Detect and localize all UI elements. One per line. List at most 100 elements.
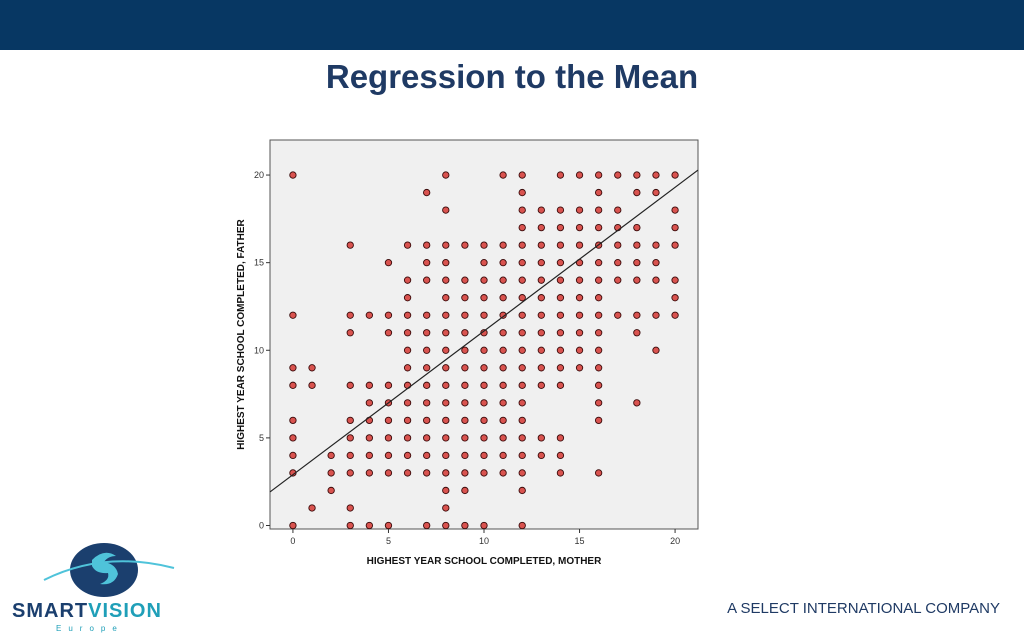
data-point <box>442 276 450 284</box>
data-point <box>652 276 660 284</box>
data-point <box>480 451 488 460</box>
data-point <box>308 381 316 389</box>
data-point <box>556 329 565 337</box>
data-point <box>499 469 507 477</box>
data-point <box>442 171 450 179</box>
data-point <box>518 259 526 267</box>
data-point <box>442 206 450 214</box>
data-point <box>423 416 431 425</box>
data-point <box>518 223 526 232</box>
data-point <box>442 364 450 372</box>
data-point <box>499 259 507 267</box>
data-point <box>633 311 641 319</box>
data-point <box>537 364 545 372</box>
data-point <box>594 259 603 267</box>
data-point <box>518 364 526 372</box>
data-point <box>423 364 431 372</box>
logo-smart-text: SMART <box>12 600 89 622</box>
data-point <box>537 311 545 319</box>
data-point <box>652 311 660 319</box>
data-point <box>499 241 507 249</box>
data-point <box>480 241 488 249</box>
data-point <box>537 259 545 267</box>
data-point <box>346 241 354 249</box>
data-point <box>537 346 545 354</box>
data-point <box>556 451 565 460</box>
data-point <box>537 434 545 442</box>
data-point <box>671 206 679 214</box>
data-point <box>384 416 393 425</box>
data-point <box>518 469 526 477</box>
data-point <box>537 329 545 337</box>
data-point <box>308 364 316 372</box>
x-tick-label: 5 <box>386 536 391 546</box>
data-point <box>518 188 526 197</box>
logo-wordmark: SMARTVISION <box>12 600 162 623</box>
data-point <box>384 311 393 319</box>
data-point <box>442 486 450 495</box>
data-point <box>423 346 431 354</box>
x-tick-label: 0 <box>290 536 295 546</box>
data-point <box>442 399 450 407</box>
data-point <box>556 381 565 389</box>
data-point <box>403 451 412 460</box>
data-point <box>480 521 488 530</box>
data-point <box>289 381 297 389</box>
data-point <box>518 381 526 389</box>
x-tick-label: 15 <box>575 536 585 546</box>
company-tagline: A SELECT INTERNATIONAL COMPANY <box>727 600 1000 617</box>
data-point <box>423 469 431 477</box>
data-point <box>480 276 488 284</box>
data-point <box>614 276 622 284</box>
data-point <box>594 276 603 284</box>
data-point <box>652 188 660 197</box>
data-point <box>671 171 679 179</box>
data-point <box>327 486 335 495</box>
data-point <box>461 381 469 389</box>
data-point <box>289 364 297 372</box>
data-point <box>461 416 469 425</box>
data-point <box>346 469 354 477</box>
data-point <box>671 223 679 232</box>
data-point <box>461 276 469 284</box>
data-point <box>633 223 641 232</box>
data-point <box>403 381 412 389</box>
data-point <box>346 381 354 389</box>
data-point <box>461 451 469 460</box>
data-point <box>499 311 507 319</box>
data-point <box>518 486 526 495</box>
data-point <box>346 504 354 512</box>
data-point <box>289 311 297 319</box>
data-point <box>633 171 641 179</box>
data-point <box>518 451 526 460</box>
y-tick-label: 20 <box>254 170 264 180</box>
data-point <box>442 346 450 354</box>
data-point <box>499 451 507 460</box>
data-point <box>614 311 622 319</box>
data-point <box>365 381 374 389</box>
data-point <box>594 311 603 319</box>
data-point <box>594 188 603 197</box>
data-point <box>442 241 450 249</box>
data-point <box>423 276 431 284</box>
data-point <box>499 399 507 407</box>
data-point <box>499 329 507 337</box>
data-point <box>461 434 469 442</box>
data-point <box>575 171 584 179</box>
data-point <box>594 329 603 337</box>
data-point <box>480 294 488 302</box>
data-point <box>423 451 431 460</box>
data-point <box>423 259 431 267</box>
data-point <box>480 434 488 442</box>
data-point <box>575 276 584 284</box>
data-point <box>346 311 354 319</box>
data-point <box>365 521 374 530</box>
data-point <box>499 171 507 179</box>
data-point <box>384 381 393 389</box>
data-point <box>556 434 565 442</box>
data-point <box>480 259 488 267</box>
data-point <box>518 206 526 214</box>
data-point <box>423 399 431 407</box>
data-point <box>652 171 660 179</box>
data-point <box>537 294 545 302</box>
